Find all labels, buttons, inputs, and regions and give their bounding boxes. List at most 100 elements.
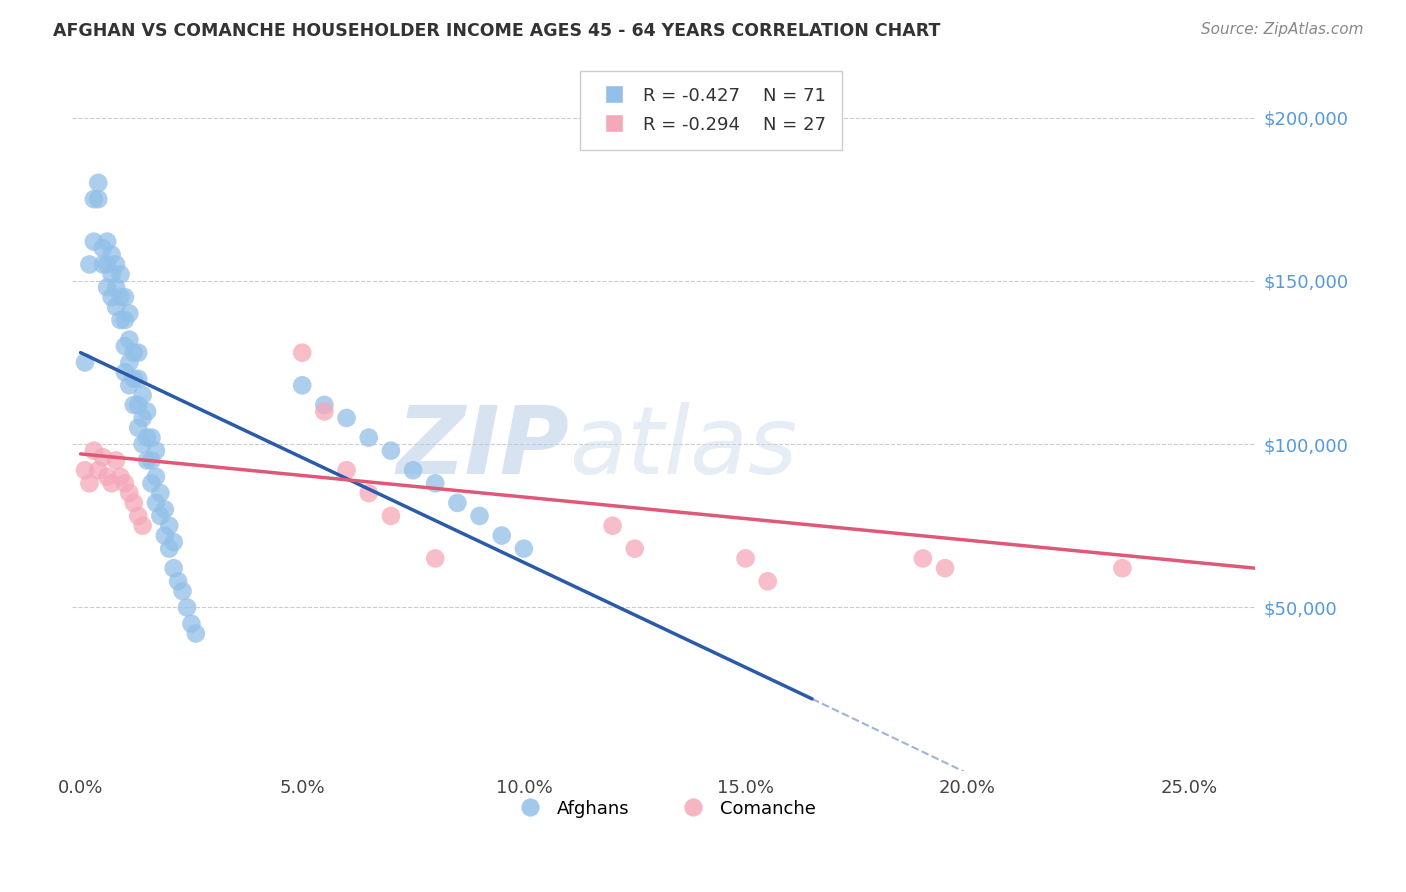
Point <box>180 616 202 631</box>
Point <box>110 290 132 304</box>
Point <box>291 378 314 392</box>
Point <box>100 476 122 491</box>
Point <box>911 551 934 566</box>
Point <box>100 248 122 262</box>
Point <box>118 378 141 392</box>
Point <box>105 453 128 467</box>
Point <box>141 453 163 467</box>
Point <box>96 469 118 483</box>
Point <box>118 355 141 369</box>
Point <box>114 365 136 379</box>
Point <box>149 486 172 500</box>
Point <box>131 411 153 425</box>
Point <box>114 290 136 304</box>
Point <box>131 437 153 451</box>
Point <box>91 257 114 271</box>
Point <box>623 541 645 556</box>
Text: ZIP: ZIP <box>396 401 569 493</box>
Point <box>122 496 145 510</box>
Point <box>114 339 136 353</box>
Point <box>131 518 153 533</box>
Point <box>127 372 149 386</box>
Point <box>110 469 132 483</box>
Point <box>127 508 149 523</box>
Point <box>141 476 163 491</box>
Point <box>83 235 105 249</box>
Point <box>96 235 118 249</box>
Point <box>114 476 136 491</box>
Point <box>110 313 132 327</box>
Point <box>100 290 122 304</box>
Point <box>73 463 96 477</box>
Point <box>145 443 167 458</box>
Point <box>335 463 357 477</box>
Point <box>91 450 114 465</box>
Point <box>96 280 118 294</box>
Point <box>96 257 118 271</box>
Point <box>136 453 159 467</box>
Point <box>114 313 136 327</box>
Point <box>141 431 163 445</box>
Point <box>145 496 167 510</box>
Text: AFGHAN VS COMANCHE HOUSEHOLDER INCOME AGES 45 - 64 YEARS CORRELATION CHART: AFGHAN VS COMANCHE HOUSEHOLDER INCOME AG… <box>53 22 941 40</box>
Point <box>1111 561 1133 575</box>
Point <box>157 541 180 556</box>
Point <box>79 257 101 271</box>
Point <box>402 463 425 477</box>
Point <box>756 574 779 589</box>
Point <box>157 518 180 533</box>
Point <box>87 176 110 190</box>
Point <box>425 476 447 491</box>
Point <box>105 300 128 314</box>
Point <box>163 561 186 575</box>
Point <box>335 411 357 425</box>
Point <box>357 431 380 445</box>
Point <box>91 241 114 255</box>
Point <box>122 345 145 359</box>
Text: atlas: atlas <box>569 402 797 493</box>
Point <box>73 355 96 369</box>
Point <box>131 388 153 402</box>
Point <box>184 626 207 640</box>
Point <box>176 600 198 615</box>
Point <box>105 280 128 294</box>
Point <box>149 508 172 523</box>
Point <box>425 551 447 566</box>
Point <box>127 345 149 359</box>
Point <box>314 404 336 418</box>
Point <box>118 333 141 347</box>
Point <box>105 257 128 271</box>
Point <box>153 502 176 516</box>
Point <box>145 469 167 483</box>
Point <box>122 372 145 386</box>
Point <box>172 584 194 599</box>
Point <box>291 345 314 359</box>
Point <box>79 476 101 491</box>
Point <box>100 267 122 281</box>
Point <box>380 443 402 458</box>
Point <box>734 551 756 566</box>
Point <box>136 404 159 418</box>
Point <box>513 541 536 556</box>
Point <box>127 398 149 412</box>
Point <box>163 535 186 549</box>
Point <box>122 398 145 412</box>
Point <box>167 574 190 589</box>
Point <box>491 528 513 542</box>
Point <box>83 192 105 206</box>
Point <box>380 508 402 523</box>
Point <box>446 496 468 510</box>
Text: Source: ZipAtlas.com: Source: ZipAtlas.com <box>1201 22 1364 37</box>
Point <box>468 508 491 523</box>
Point <box>127 421 149 435</box>
Point <box>602 518 624 533</box>
Point <box>934 561 956 575</box>
Point <box>87 463 110 477</box>
Point <box>118 486 141 500</box>
Point <box>136 431 159 445</box>
Point <box>357 486 380 500</box>
Point <box>87 192 110 206</box>
Point <box>110 267 132 281</box>
Point <box>153 528 176 542</box>
Point <box>83 443 105 458</box>
